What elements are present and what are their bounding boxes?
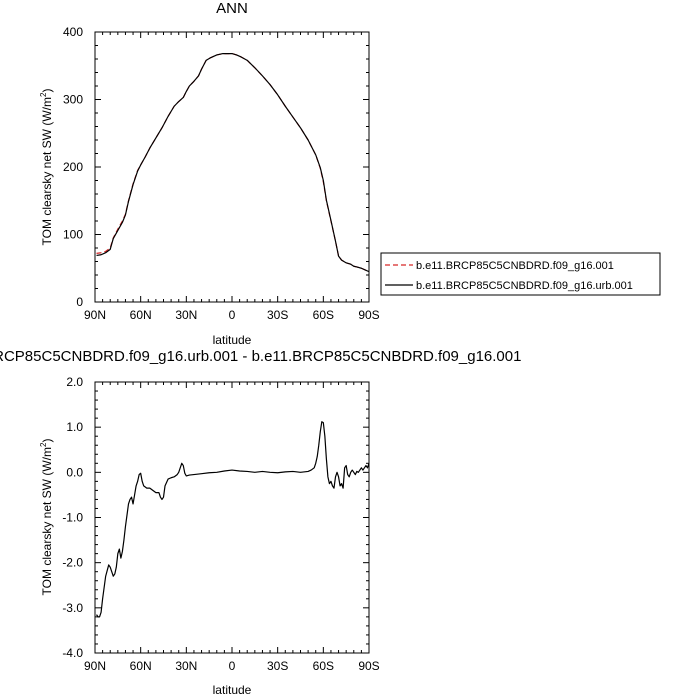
x-tick-label: 30N	[175, 308, 197, 322]
y-tick-label: 200	[63, 160, 83, 174]
x-tick-label: 90S	[358, 659, 379, 673]
chart-top-ticks: 90N 60N 30N 0 30S 60S 90S 0 100 200 300 400	[63, 25, 380, 322]
chart-top-ylabel: TOM clearsky net SW (W/m2)	[39, 89, 54, 246]
chart-top-series	[96, 52, 370, 273]
x-tick-label: 30S	[267, 659, 288, 673]
x-tick-label: 0	[229, 308, 236, 322]
chart-bottom-ticks: 90N 60N 30N 0 30S 60S 90S -4.0 -3.0 -2.0 -1.0 0.0 1.…	[62, 375, 379, 673]
x-tick-label: 90S	[358, 308, 379, 322]
legend-box	[380, 252, 661, 296]
chart-top-title: ANN	[216, 0, 248, 17]
chart-bottom-xlabel: latitude	[213, 683, 252, 697]
chart-top-xlabel: latitude	[213, 333, 252, 347]
chart-top-ylabel-sup: 2	[39, 92, 48, 97]
chart-bottom-ylabel-main: TOM clearsky net SW (W/m	[40, 447, 54, 595]
chart-bottom-ylabel: TOM clearsky net SW (W/m2)	[39, 439, 54, 596]
x-tick-label: 60S	[313, 659, 334, 673]
chart-bottom-ylabel-sup: 2	[39, 442, 48, 447]
x-tick-label: 30S	[267, 308, 288, 322]
x-tick-label: 0	[229, 659, 236, 673]
y-tick-label: 2.0	[66, 375, 83, 389]
chart-top-series-line-2	[96, 52, 370, 273]
legend-label-urb: b.e11.BRCP85C5CNBDRD.f09_g16.urb.001	[416, 280, 633, 292]
chart-top: ANN 90N 60N 30N 0 30S 60S 90S 0 100 200 300 400 lat…	[39, 0, 380, 347]
chart-top-ylabel-close: )	[40, 89, 54, 93]
y-tick-label: 300	[63, 93, 83, 107]
x-tick-label: 30N	[175, 659, 197, 673]
y-tick-label: -1.0	[62, 511, 83, 525]
legend-label-control: b.e11.BRCP85C5CNBDRD.f09_g16.001	[416, 260, 614, 272]
chart-bottom-ylabel-close: )	[40, 439, 54, 443]
chart-bottom-title: b.e11.BRCP85C5CNBDRD.f09_g16.urb.001 - b…	[0, 348, 521, 365]
chart-bottom-series-line-1	[96, 421, 370, 618]
chart-bottom: b.e11.BRCP85C5CNBDRD.f09_g16.urb.001 - b…	[0, 348, 521, 697]
y-tick-label: 1.0	[66, 420, 83, 434]
chart-top-frame	[94, 31, 370, 303]
x-tick-label: 60S	[313, 308, 334, 322]
y-tick-label: 0	[76, 295, 83, 309]
chart-top-series-line-1	[96, 52, 370, 273]
chart-bottom-series	[96, 421, 370, 618]
x-tick-label: 60N	[130, 308, 152, 322]
legend: b.e11.BRCP85C5CNBDRD.f09_g16.001 b.e11.B…	[380, 252, 661, 296]
y-tick-label: -2.0	[62, 556, 83, 570]
x-tick-label: 60N	[130, 659, 152, 673]
y-tick-label: 0.0	[66, 465, 83, 479]
x-tick-label: 90N	[84, 659, 106, 673]
y-tick-label: -3.0	[62, 601, 83, 615]
y-tick-label: 100	[63, 228, 83, 242]
chart-bottom-frame	[94, 381, 370, 654]
y-tick-label: 400	[63, 25, 83, 39]
x-tick-label: 90N	[84, 308, 106, 322]
chart-top-ylabel-main: TOM clearsky net SW (W/m	[40, 97, 54, 245]
y-tick-label: -4.0	[62, 646, 83, 660]
